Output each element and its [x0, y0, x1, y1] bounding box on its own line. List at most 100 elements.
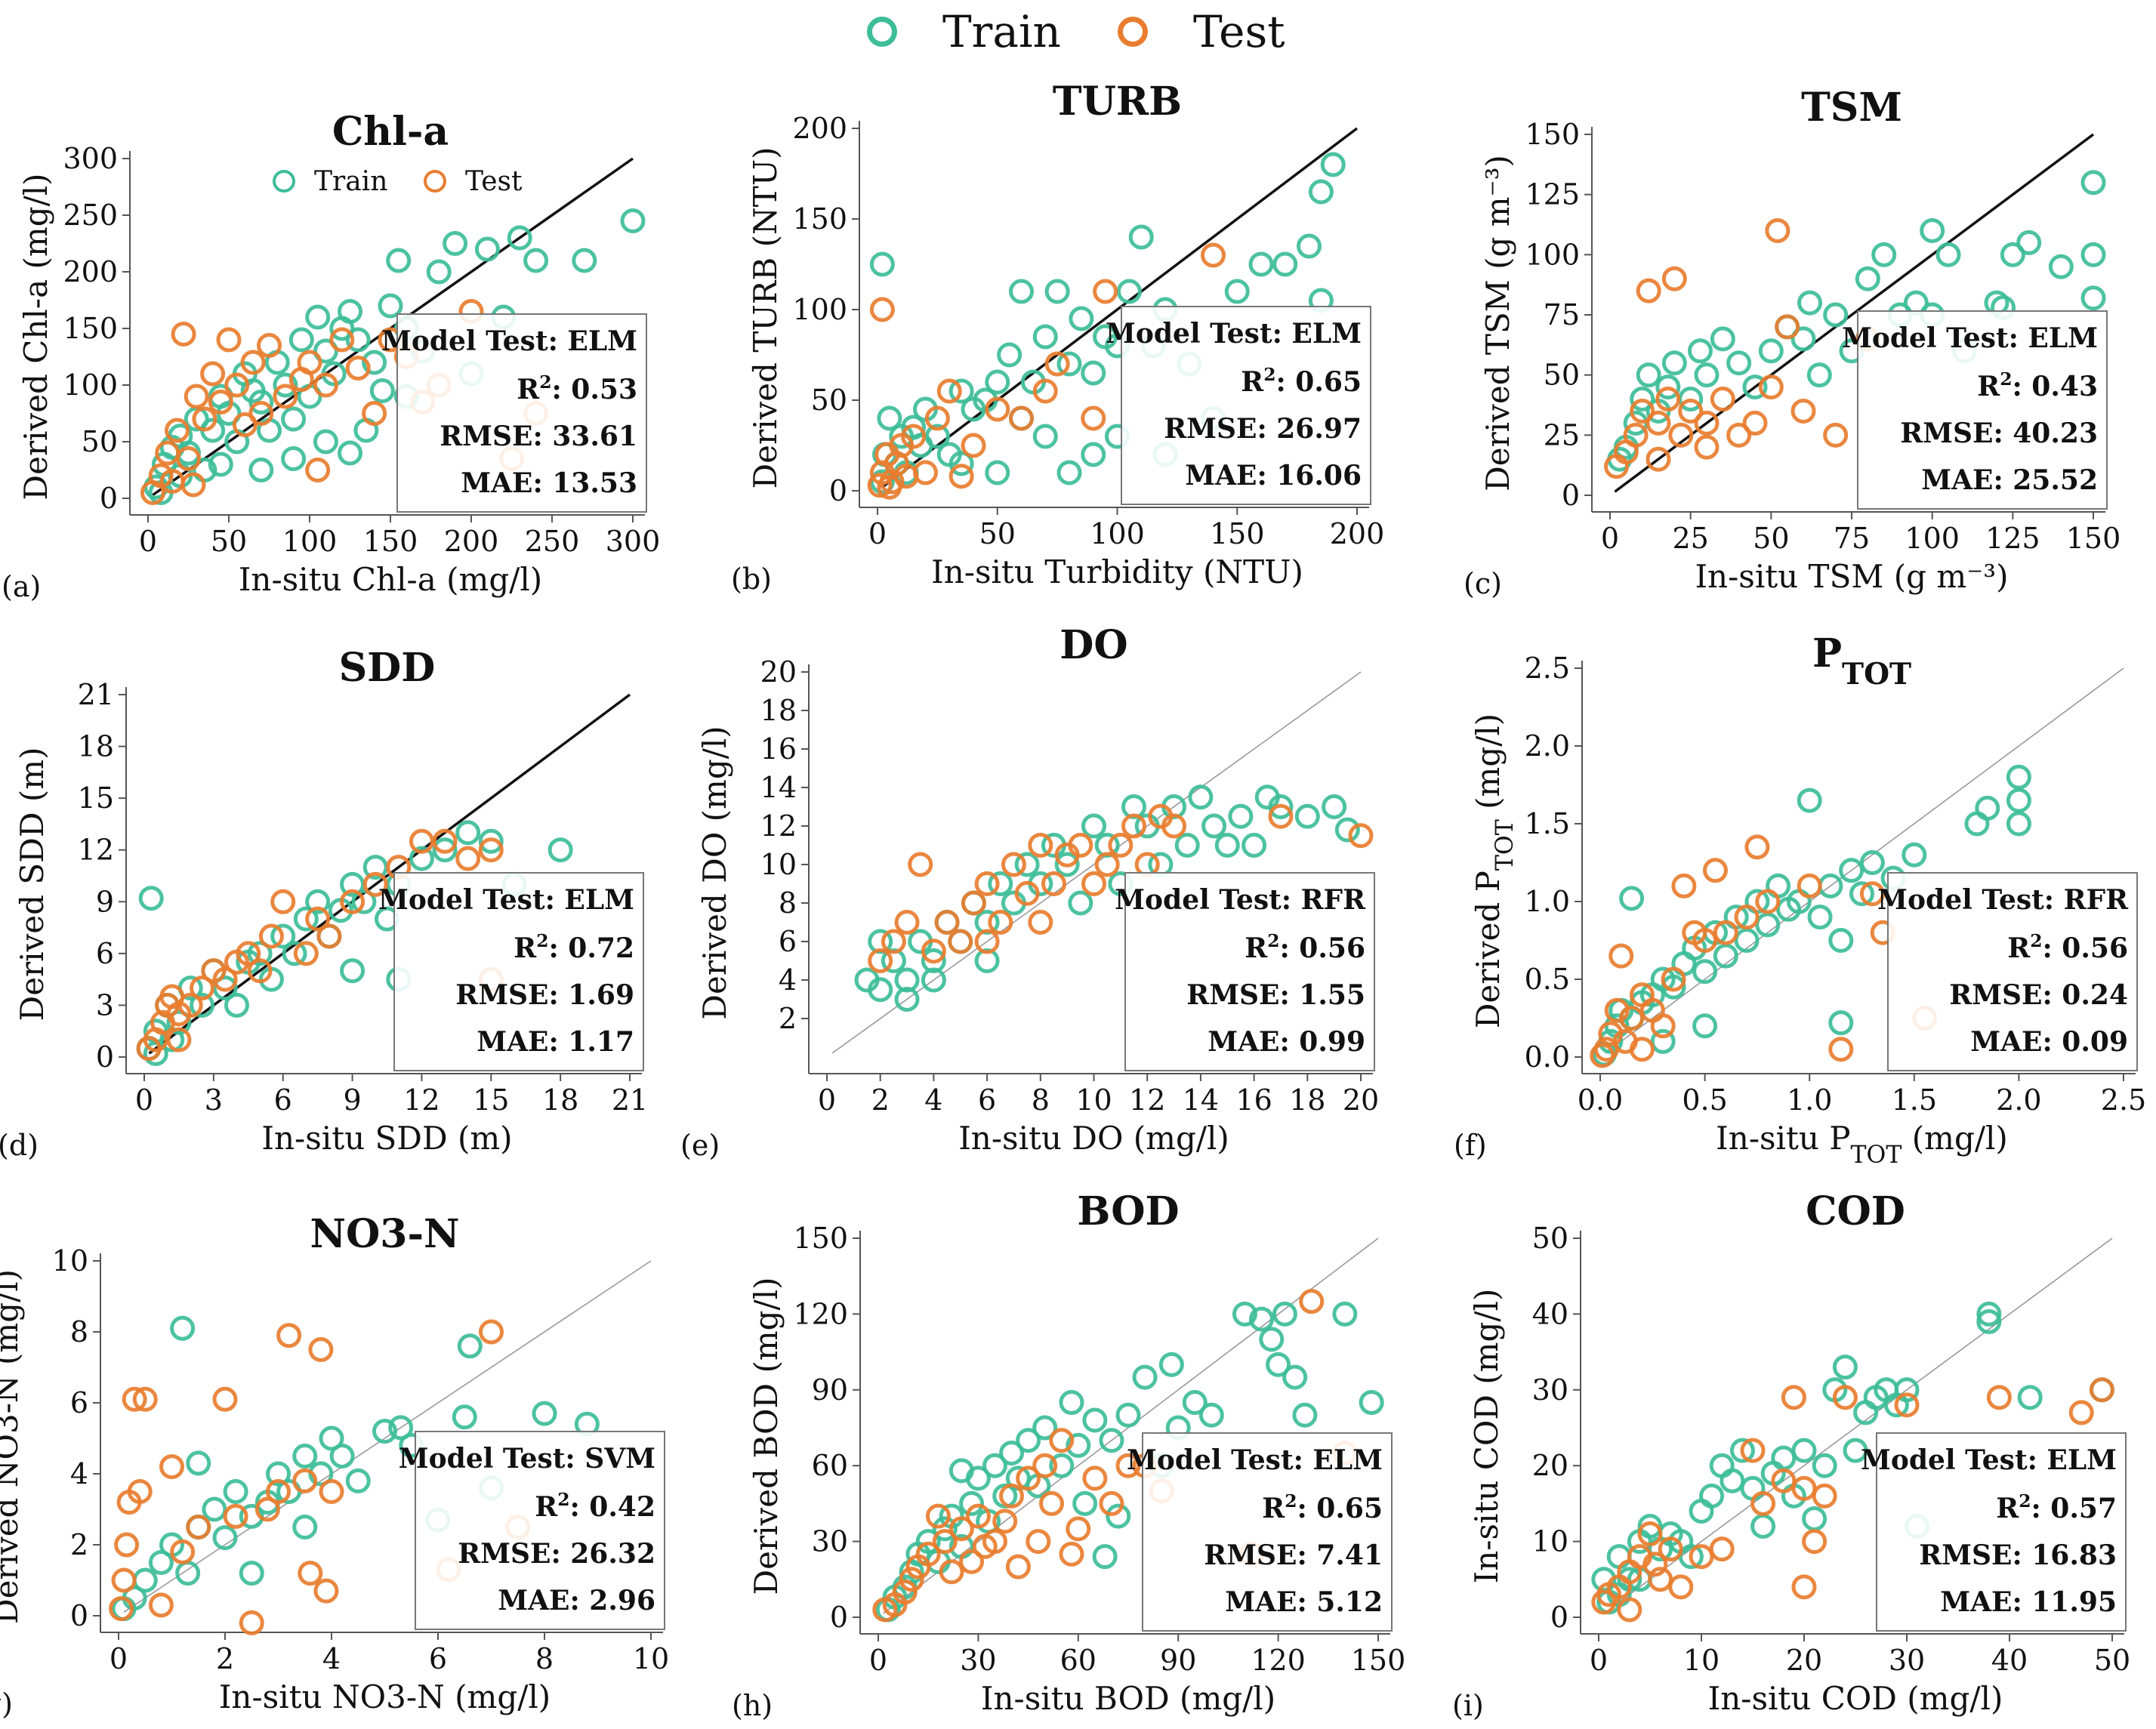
x-tick-label: 12 — [1129, 1083, 1165, 1117]
y-tick-label: 6 — [779, 925, 797, 958]
data-point — [1005, 1554, 1031, 1580]
data-point — [208, 452, 233, 477]
data-point — [1646, 410, 1671, 436]
x-tick-label: 10 — [1683, 1644, 1720, 1677]
data-point — [1894, 1377, 1920, 1403]
x-tick-label: 0 — [818, 1083, 836, 1117]
data-point — [148, 1592, 174, 1618]
data-point — [1066, 1432, 1091, 1458]
stats-rmse: RMSE: 0.24 — [1949, 979, 2128, 1011]
data-point — [1606, 1544, 1632, 1570]
data-point — [1619, 1006, 1645, 1031]
data-point — [1839, 858, 1865, 883]
data-point — [894, 910, 920, 935]
data-point — [223, 1479, 248, 1504]
x-tick-label: 150 — [2066, 522, 2121, 555]
data-point — [270, 923, 296, 949]
data-point — [620, 208, 646, 233]
y-tick-label: 0 — [829, 474, 847, 507]
data-point — [362, 401, 387, 426]
data-point — [1702, 858, 1728, 883]
data-point — [915, 1529, 941, 1555]
y-tick-label: 150 — [793, 1222, 848, 1255]
y-tick-label: 30 — [1532, 1373, 1568, 1407]
data-point — [1859, 850, 1885, 875]
x-tick-label: 0 — [135, 1083, 153, 1117]
x-axis-label: In-situ Turbidity (NTU) — [931, 553, 1303, 590]
data-point — [1056, 460, 1082, 485]
y-tick-label: 4 — [70, 1457, 88, 1490]
y-tick-label: 300 — [63, 142, 118, 175]
data-point — [1710, 387, 1735, 412]
panel-i: 0 10 20 30 40 50 0 10 20 30 40 50 COD In-situ COD (mg… — [1452, 1188, 2130, 1722]
stats-rmse: RMSE: 1.55 — [1186, 979, 1365, 1011]
data-point — [1797, 787, 1822, 813]
data-point — [1081, 813, 1106, 839]
data-point — [532, 1401, 557, 1426]
data-point — [1009, 279, 1034, 304]
data-point — [894, 987, 920, 1012]
x-axis-label: In-situ DO (mg/l) — [958, 1120, 1229, 1157]
data-point — [934, 910, 960, 935]
y-tick-label: 50 — [1544, 359, 1580, 392]
data-point — [1920, 217, 1945, 243]
y-tick-label: 50 — [811, 384, 847, 417]
data-point — [1750, 1514, 1776, 1539]
data-point — [378, 293, 403, 319]
stats-rmse: RMSE: 16.83 — [1919, 1539, 2117, 1571]
panel-g: 0 2 4 6 8 10 0 2 4 6 8 10 NO3-N In-situ NO3-N (mg/l) D… — [0, 1211, 669, 1721]
data-point — [1182, 1390, 1208, 1416]
data-point — [1661, 974, 1686, 1000]
data-point — [877, 474, 902, 500]
data-point — [281, 446, 307, 471]
panel-f: 0.0 0.5 1.0 1.5 2.0 2.5 0.0 0.5 1.0 1.5 2.0 2.5 PTOT… — [1454, 630, 2146, 1169]
data-point — [997, 342, 1022, 368]
y-axis-label: Derived NO3-N (mg/l) — [0, 1269, 25, 1624]
data-point — [236, 941, 261, 966]
data-point — [1758, 374, 1784, 400]
x-tick-label: 120 — [1251, 1644, 1306, 1677]
data-point — [1740, 1438, 1766, 1463]
stats-mae: MAE: 2.96 — [498, 1585, 655, 1617]
data-point — [1791, 1475, 1817, 1501]
panel-label: (f) — [1454, 1129, 1487, 1162]
data-point — [292, 1444, 318, 1469]
y-tick-label: 20 — [1532, 1449, 1568, 1482]
data-point — [2080, 285, 2106, 311]
data-point — [1658, 1536, 1683, 1562]
chart-title: Chl-a — [332, 109, 449, 155]
data-point — [148, 1550, 174, 1575]
data-point — [1282, 1364, 1308, 1390]
series-test — [1591, 1377, 2114, 1623]
stats-model: Model Test: ELM — [1127, 1444, 1383, 1476]
data-point — [948, 464, 974, 489]
series-test — [109, 1319, 531, 1635]
stats-model: Model Test: ELM — [378, 884, 634, 916]
data-point — [224, 992, 249, 1018]
y-tick-label: 15 — [78, 781, 114, 815]
data-point — [1619, 886, 1645, 911]
test-marker-icon — [1118, 17, 1148, 47]
x-tick-label: 12 — [403, 1083, 440, 1117]
data-point — [1710, 326, 1735, 352]
data-point — [1268, 803, 1294, 829]
data-point — [165, 418, 190, 443]
data-point — [170, 1539, 196, 1564]
data-point — [1617, 1597, 1642, 1623]
data-point — [1028, 910, 1053, 935]
data-point — [982, 1529, 1007, 1555]
x-tick-label: 2.5 — [2101, 1083, 2146, 1117]
data-point — [240, 350, 266, 375]
data-point — [1843, 1438, 1868, 1463]
y-tick-label: 250 — [63, 199, 118, 232]
data-point — [138, 886, 164, 911]
data-point — [1106, 1503, 1131, 1529]
data-point — [1742, 410, 1768, 436]
data-point — [122, 1386, 147, 1412]
data-point — [308, 1337, 334, 1362]
data-point — [1630, 387, 1655, 412]
x-tick-label: 30 — [1889, 1644, 1925, 1677]
stats-model: Model Test: RFR — [1877, 884, 2129, 916]
data-point — [948, 378, 974, 404]
chart-title: COD — [1806, 1188, 1905, 1234]
